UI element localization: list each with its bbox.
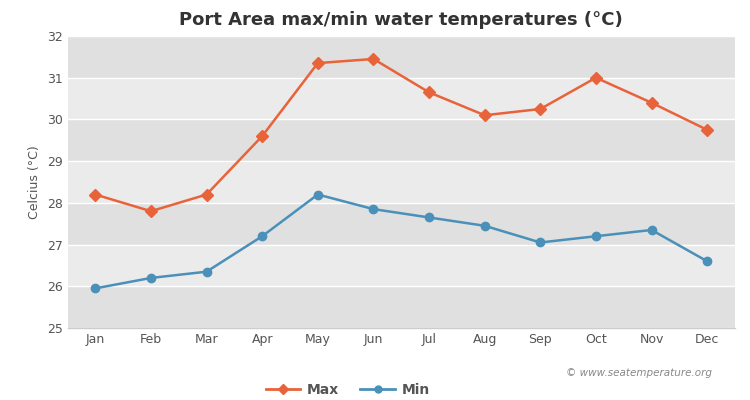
Max (536, 106, 544, 111)
Min (592, 234, 601, 239)
Max (369, 56, 378, 61)
Max (314, 61, 322, 66)
Max (258, 134, 267, 138)
Min (480, 223, 489, 228)
Bar (68, 161, 735, 203)
Bar (68, 36, 735, 78)
Title: Port Area max/min water temperatures (°C): Port Area max/min water temperatures (°C… (179, 11, 623, 29)
Line: Max: Max (92, 55, 711, 215)
Max (592, 75, 601, 80)
Max (703, 128, 712, 132)
Max (202, 192, 211, 197)
Bar (68, 120, 735, 161)
Max (424, 90, 433, 95)
Min (314, 192, 322, 197)
Y-axis label: Celcius (°C): Celcius (°C) (28, 145, 41, 219)
Min (536, 240, 544, 245)
Min (703, 259, 712, 264)
Max (91, 192, 100, 197)
Min (146, 276, 155, 280)
Bar (68, 286, 735, 328)
Max (647, 100, 656, 105)
Bar (68, 244, 735, 286)
Max (480, 113, 489, 118)
Max (146, 209, 155, 214)
Min (91, 286, 100, 291)
Min (369, 207, 378, 212)
Line: Min: Min (92, 190, 711, 292)
Bar (68, 78, 735, 120)
Bar (68, 203, 735, 244)
Min (647, 228, 656, 232)
Min (202, 269, 211, 274)
Legend: Max, Min: Max, Min (260, 378, 436, 400)
Min (424, 215, 433, 220)
Text: © www.seatemperature.org: © www.seatemperature.org (566, 368, 712, 378)
Min (258, 234, 267, 239)
